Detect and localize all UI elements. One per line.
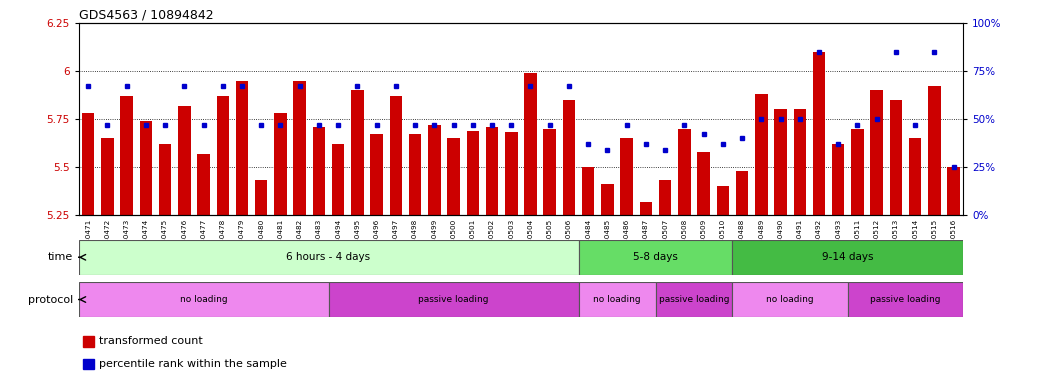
Bar [178,106,191,215]
Bar [928,86,940,215]
Bar [848,282,963,317]
Text: transformed count: transformed count [98,336,203,346]
Text: percentile rank within the sample: percentile rank within the sample [98,359,287,369]
Text: no loading: no loading [766,295,814,304]
Text: no loading: no loading [180,295,227,304]
Bar [716,186,729,215]
Bar [655,282,733,317]
Bar [659,180,671,215]
Bar [79,282,329,317]
Bar [293,81,306,215]
Text: 5-8 days: 5-8 days [633,252,678,262]
Bar [582,167,595,215]
Bar [428,125,441,215]
Bar [120,96,133,215]
Bar [755,94,767,215]
Bar [371,134,383,215]
Text: protocol: protocol [28,295,73,305]
Bar [82,113,94,215]
Bar [579,282,655,317]
Bar [775,109,786,215]
Bar [562,100,575,215]
Bar [697,152,710,215]
Bar [332,144,344,215]
Bar [621,138,633,215]
Bar [486,127,498,215]
Bar [601,184,614,215]
Bar [678,129,691,215]
Bar [159,144,172,215]
Text: passive loading: passive loading [870,295,941,304]
Bar [236,81,248,215]
Bar [447,138,460,215]
Bar [733,282,848,317]
Bar [870,90,883,215]
Bar [408,134,421,215]
Bar [832,144,845,215]
Bar [505,132,517,215]
Bar [329,282,579,317]
Bar [255,180,267,215]
Bar [543,129,556,215]
Bar [79,240,579,275]
Bar [640,202,652,215]
Bar [274,113,287,215]
Bar [890,100,903,215]
Bar [313,127,326,215]
Bar [139,121,152,215]
Bar [83,336,93,347]
Text: passive loading: passive loading [419,295,489,304]
Bar [851,129,864,215]
Bar [733,240,963,275]
Bar [794,109,806,215]
Bar [579,240,733,275]
Text: GDS4563 / 10894842: GDS4563 / 10894842 [79,9,214,22]
Bar [909,138,921,215]
Bar [102,138,114,215]
Bar [83,359,93,369]
Bar [389,96,402,215]
Bar [197,154,209,215]
Bar [948,167,960,215]
Bar [217,96,229,215]
Bar [467,131,480,215]
Text: no loading: no loading [594,295,641,304]
Text: time: time [48,252,73,262]
Bar [525,73,537,215]
Bar [812,52,825,215]
Bar [736,171,749,215]
Text: 9-14 days: 9-14 days [822,252,873,262]
Text: 6 hours - 4 days: 6 hours - 4 days [287,252,371,262]
Text: passive loading: passive loading [659,295,729,304]
Bar [351,90,363,215]
